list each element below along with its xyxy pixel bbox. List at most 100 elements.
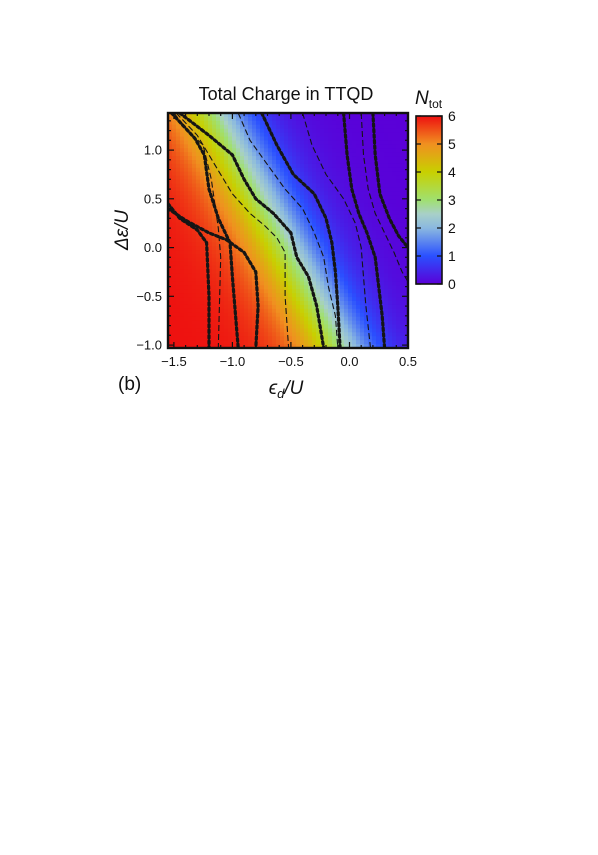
heatmap-cell [288,226,293,232]
contour-line [173,113,222,348]
heatmap-cell [236,160,241,165]
heatmap-cell [336,132,341,138]
heatmap-cell [376,120,381,126]
heatmap-cell [228,285,233,290]
heatmap-cell [380,344,385,348]
heatmap-cell [260,316,265,322]
heatmap-cell [396,160,401,165]
heatmap-cell [340,222,345,228]
heatmap-cell [200,132,205,138]
heatmap-cell [280,250,285,255]
heatmap-cell [292,140,297,145]
heatmap-cell [268,269,273,275]
heatmap-cell [392,210,397,216]
heatmap-cell [396,136,401,142]
heatmap-cell [228,140,233,145]
heatmap-cell [304,308,309,314]
heatmap-cell [392,124,397,130]
heatmap-cell [348,332,353,337]
heatmap-cell [312,171,317,177]
heatmap-cell [384,285,389,290]
heatmap-cell [252,281,257,286]
heatmap-cell [188,148,193,153]
heatmap-cell [276,246,281,251]
heatmap-cell [244,289,249,294]
heatmap-cell [344,187,349,192]
heatmap-cell [308,304,313,310]
heatmap-cell [320,152,325,157]
heatmap-cell [344,328,349,333]
heatmap-cell [192,163,197,169]
heatmap-cell [228,156,233,161]
heatmap-cell [320,273,325,279]
heatmap-cell [364,210,369,216]
heatmap-cell [212,171,217,177]
heatmap-cell [276,156,281,161]
heatmap-cell [176,152,181,157]
heatmap-cell [348,281,353,286]
heatmap-cell [184,203,189,208]
heatmap-cell [212,140,217,145]
heatmap-cell [312,250,317,255]
heatmap-cell [304,304,309,310]
heatmap-cell [404,160,408,165]
heatmap-cell [388,167,393,173]
heatmap-cell [340,203,345,208]
heatmap-cell [328,285,333,290]
heatmap-cell [172,124,177,130]
heatmap-cell [204,304,209,310]
heatmap-cell [280,301,285,306]
heatmap-cell [356,222,361,228]
heatmap-cell [252,124,257,130]
heatmap-cell [224,210,229,216]
heatmap-cell [280,324,285,330]
heatmap-cell [308,218,313,224]
heatmap-cell [176,285,181,290]
heatmap-cell [360,156,365,161]
heatmap-cell [200,285,205,290]
heatmap-cell [404,195,408,200]
heatmap-cell [344,214,349,220]
heatmap-cell [332,171,337,177]
heatmap-cell [272,167,277,173]
heatmap-cell [328,265,333,271]
heatmap-cell [348,320,353,326]
heatmap-cell [300,218,305,224]
heatmap-cell [348,273,353,279]
heatmap-cell [284,304,289,310]
heatmap-cell [280,136,285,142]
heatmap-cell [228,320,233,326]
heatmap-cell [216,195,221,200]
heatmap-cell [228,167,233,173]
heatmap-cell [324,316,329,322]
heatmap-cell [212,195,217,200]
heatmap-cell [236,281,241,286]
heatmap-cell [388,195,393,200]
heatmap-cell [276,113,281,118]
heatmap-cell [212,316,217,322]
heatmap-cell [216,250,221,255]
heatmap-cell [200,179,205,185]
heatmap-cell [224,269,229,275]
heatmap-cell [212,304,217,310]
heatmap-cell [272,336,277,341]
heatmap-cell [352,167,357,173]
heatmap-cell [172,297,177,302]
heatmap-cell [168,293,173,298]
heatmap-cell [272,160,277,165]
heatmap-cell [380,144,385,149]
heatmap-cell [400,113,405,118]
heatmap-cell [260,301,265,306]
heatmap-cell [312,265,317,271]
heatmap-cell [272,281,277,286]
heatmap-cell [176,289,181,294]
heatmap-cell [300,152,305,157]
heatmap-cell [280,242,285,247]
heatmap-cell [368,269,373,275]
heatmap-cell [320,242,325,247]
heatmap-cell [332,140,337,145]
heatmap-cell [384,195,389,200]
heatmap-cell [344,167,349,173]
heatmap-cell [284,175,289,181]
x-tick-label: 0.0 [340,354,358,369]
